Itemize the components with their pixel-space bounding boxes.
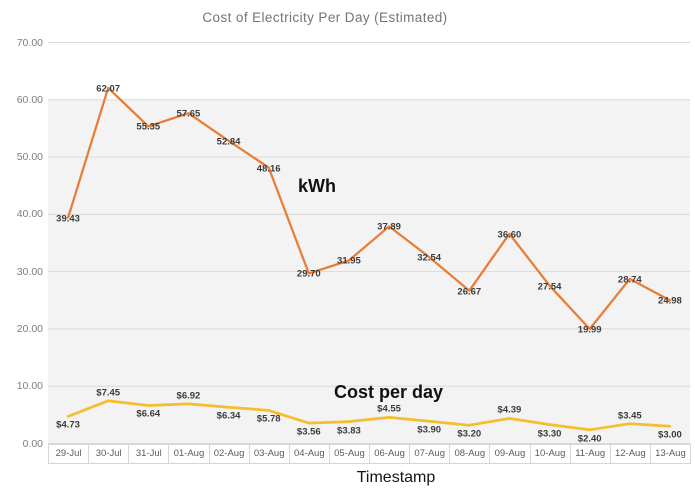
data-label-kwh: 39.43: [56, 213, 80, 225]
x-axis-title: Timestamp: [356, 469, 436, 486]
series-line-cost-per-day: [66, 399, 672, 432]
series-annotation-kwh: kWh: [298, 176, 336, 196]
x-tick-cell: 11-Aug: [569, 443, 611, 464]
x-tick-cell: 03-Aug: [248, 443, 290, 464]
x-tick-cell: 01-Aug: [168, 443, 210, 464]
data-label-kwh: 28.74: [617, 274, 642, 286]
y-tick-label: 70.00: [16, 36, 43, 49]
data-label-cost-per-day: $4.55: [377, 403, 401, 415]
data-label-cost-per-day: $2.40: [577, 433, 602, 445]
x-tick-cell: 10-Aug: [529, 443, 571, 464]
data-label-cost-per-day: $4.73: [56, 419, 80, 431]
data-label-cost-per-day: $7.45: [96, 387, 121, 399]
data-label-cost-per-day: $6.34: [216, 410, 241, 422]
data-label-cost-per-day: $5.78: [256, 413, 281, 425]
y-tick-label: 0.00: [22, 437, 43, 450]
data-label-kwh: 31.95: [337, 255, 361, 267]
data-label-cost-per-day: $6.64: [136, 408, 161, 420]
data-label-kwh: 37.89: [377, 221, 401, 233]
data-label-kwh: 24.98: [658, 295, 682, 307]
data-label-cost-per-day: $3.56: [296, 426, 321, 438]
data-label-kwh: 52.84: [216, 136, 241, 148]
x-tick-cell: 04-Aug: [288, 443, 330, 464]
x-tick-cell: 07-Aug: [409, 443, 451, 464]
data-label-kwh: 57.65: [176, 108, 201, 120]
x-tick-cell: 05-Aug: [328, 443, 370, 464]
data-label-cost-per-day: $3.90: [417, 424, 442, 436]
data-label-kwh: 32.54: [417, 252, 442, 264]
data-label-kwh: 62.07: [96, 83, 121, 95]
y-tick-label: 30.00: [16, 265, 43, 278]
data-label-cost-per-day: $3.30: [537, 428, 562, 440]
data-label-kwh: 36.60: [497, 229, 522, 241]
data-label-kwh: 48.16: [256, 163, 281, 175]
data-label-cost-per-day: $4.39: [497, 404, 522, 416]
data-label-cost-per-day: $3.00: [658, 429, 682, 441]
data-label-cost-per-day: $6.92: [176, 390, 201, 402]
data-label-kwh: 29.70: [296, 268, 321, 280]
x-tick-cell: 31-Jul: [128, 443, 170, 464]
data-label-cost-per-day: $3.45: [617, 410, 642, 422]
data-label-kwh: 26.67: [457, 286, 482, 298]
chart-title: Cost of Electricity Per Day (Estimated): [202, 10, 448, 25]
x-tick-cell: 29-Jul: [48, 443, 90, 464]
y-tick-label: 10.00: [16, 380, 43, 393]
y-tick-label: 20.00: [16, 322, 43, 335]
x-tick-cell: 08-Aug: [449, 443, 491, 464]
data-label-cost-per-day: $3.83: [337, 425, 361, 437]
x-tick-cell: 30-Jul: [88, 443, 130, 464]
x-tick-cell: 06-Aug: [369, 443, 411, 464]
x-tick-cell: 02-Aug: [208, 443, 250, 464]
x-tick-cell: 12-Aug: [609, 443, 651, 464]
y-tick-label: 40.00: [16, 208, 43, 221]
series-annotation-cost-per-day: Cost per day: [334, 382, 444, 402]
x-tick-cell: 13-Aug: [649, 443, 691, 464]
y-tick-label: 60.00: [16, 93, 43, 106]
series-line-kwh: [66, 86, 672, 331]
data-label-kwh: 19.99: [577, 324, 602, 336]
data-label-kwh: 27.54: [537, 281, 562, 293]
y-tick-label: 50.00: [16, 151, 43, 164]
x-tick-cell: 09-Aug: [489, 443, 531, 464]
data-label-kwh: 55.35: [136, 121, 161, 133]
data-label-cost-per-day: $3.20: [457, 428, 482, 440]
